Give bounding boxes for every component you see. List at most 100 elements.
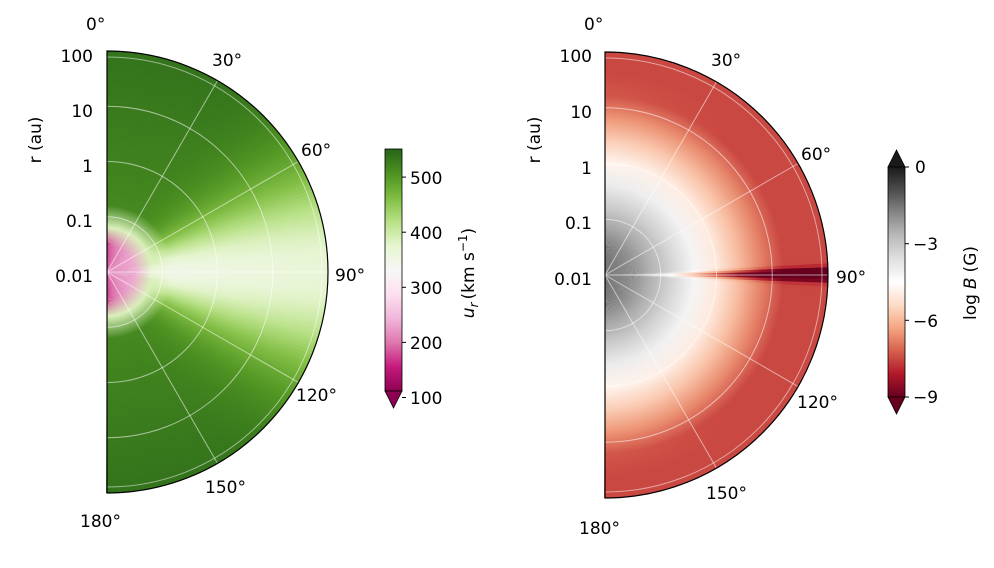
magnetic-field-sector (605, 275, 769, 431)
radial-tick-0.01: 0.01 (55, 267, 93, 287)
magnetic-field-sector (605, 275, 743, 454)
velocity-field-sector (107, 105, 256, 273)
angular-gridline (106, 271, 218, 464)
velocity-field-sector (107, 272, 255, 440)
magnetic-field-sector (605, 275, 760, 439)
velocity-field-sector (107, 107, 259, 272)
velocity-field-sector (107, 272, 266, 429)
magnetic-panel: 0° 30° 60° 90° 120° 150° 180° 100 10 1 0… (525, 15, 981, 539)
angle-tick-150: 150° (706, 484, 747, 504)
cbar-tick-200: 200 (410, 334, 442, 354)
magnetic-field-sector (605, 131, 779, 275)
velocity-field-sector (107, 100, 250, 272)
magnetic-field-sector (605, 104, 752, 275)
velocity-field-sector (107, 95, 244, 272)
radial-tick-0.1: 0.1 (66, 212, 93, 232)
cbar-tick-minus9: −9 (913, 388, 938, 408)
magnetic-field-sector (605, 106, 755, 275)
magnetic-field-sector (605, 96, 743, 276)
velocity-field-sector (107, 272, 261, 435)
angle-tick-180: 180° (80, 512, 121, 532)
velocity-field-sector (107, 272, 286, 406)
velocity-field-sector (107, 272, 252, 442)
magnetic-field-sector (605, 275, 740, 456)
magnetic-colorbar: 0 −3 −6 −9 logB(G) (887, 149, 981, 415)
angle-tick-120: 120° (296, 386, 337, 406)
radial-tick-10: 10 (71, 102, 93, 122)
angle-tick-0: 0° (86, 15, 105, 35)
angular-gridline (106, 161, 299, 273)
magnetic-field-sector (605, 128, 777, 275)
magnetic-field-sector (605, 122, 772, 275)
magnetic-field-sector (605, 94, 740, 275)
magnetic-field-sector (605, 109, 758, 275)
velocity-field-sector (107, 93, 241, 273)
velocity-field-sector (107, 272, 240, 452)
velocity-field-sector (107, 272, 269, 427)
magnetic-field-sector (605, 114, 764, 275)
radial-tick-0.01: 0.01 (554, 270, 592, 290)
velocity-field-sector (107, 110, 262, 273)
cbar-tick-300: 300 (410, 279, 442, 299)
magnetic-field-sector (605, 117, 767, 275)
radial-tick-0.1: 0.1 (565, 214, 592, 234)
velocity-plot-outline (106, 50, 329, 494)
magnetic-field-sector (605, 275, 752, 447)
magnetic-colorbar-label: logB(G) (961, 246, 981, 320)
cbar-tick-100: 100 (410, 389, 442, 409)
velocity-field-sector (107, 272, 258, 437)
magnetic-field-sector (605, 275, 766, 434)
velocity-field-sector (107, 132, 282, 272)
velocity-field-sector (107, 272, 264, 432)
velocity-field-sector (107, 272, 284, 409)
radial-tick-10: 10 (570, 103, 592, 123)
magnetic-field-sector (605, 140, 786, 275)
magnetic-field-sector (605, 275, 776, 422)
cbar-tick-400: 400 (410, 224, 442, 244)
magnetic-field-sector (605, 275, 749, 449)
magnetic-colorbar-ticks: 0 −3 −6 −9 (905, 158, 938, 408)
velocity-field-sector (107, 272, 274, 421)
angular-gridline (604, 274, 799, 387)
magnetic-angle-ticks: 0° 30° 60° 90° 120° 150° 180° (579, 15, 866, 539)
velocity-colorbar-ticks: 100 200 300 400 500 (402, 169, 442, 409)
magnetic-field-sector (605, 275, 758, 442)
angular-gridline (106, 271, 299, 383)
magnetic-field-sector (605, 111, 761, 275)
magnetic-field-sector (605, 275, 779, 420)
velocity-field-sector (107, 118, 270, 272)
velocity-colorbar-label: ur(km s−1) (456, 228, 481, 318)
velocity-field-sector (107, 272, 272, 424)
magnetic-field-sector (605, 275, 763, 437)
magnetic-field-sector (605, 275, 774, 425)
magnetic-radial-ticks: 100 10 1 0.1 0.01 (554, 47, 592, 290)
angle-tick-30: 30° (711, 51, 741, 71)
magnetic-field-sector (605, 275, 786, 410)
magnetic-colorbar-top-extension (887, 149, 906, 168)
cbar-tick-500: 500 (410, 169, 442, 189)
velocity-panel: 0° 30° 60° 90° 120° 150° 180° 100 10 1 0… (26, 15, 481, 532)
velocity-field-sector (107, 272, 250, 445)
cbar-tick-minus3: −3 (913, 235, 938, 255)
magnetic-field-sector (605, 99, 747, 276)
velocity-field-sector (107, 272, 282, 412)
velocity-field-sector (107, 127, 277, 272)
velocity-field-sector (107, 135, 285, 272)
angular-gridline (604, 274, 717, 469)
angle-tick-60: 60° (801, 145, 831, 165)
cbar-tick-0: 0 (915, 158, 926, 178)
velocity-field-sector (107, 272, 277, 418)
angle-tick-90: 90° (836, 268, 866, 288)
velocity-field-sector (107, 113, 264, 272)
radial-tick-100: 100 (61, 47, 93, 67)
radial-tick-1: 1 (581, 159, 592, 179)
magnetic-field-sector (605, 275, 755, 444)
angle-tick-0: 0° (584, 15, 603, 35)
magnetic-field-sector (605, 125, 774, 275)
velocity-field-sector (107, 124, 275, 273)
velocity-colorbar: 100 200 300 400 500 ur(km s−1) (384, 148, 481, 409)
magnetic-grid (604, 57, 828, 493)
velocity-field-sector (107, 272, 247, 447)
magnetic-field-sector (605, 275, 781, 417)
velocity-field-sector (107, 97, 247, 272)
